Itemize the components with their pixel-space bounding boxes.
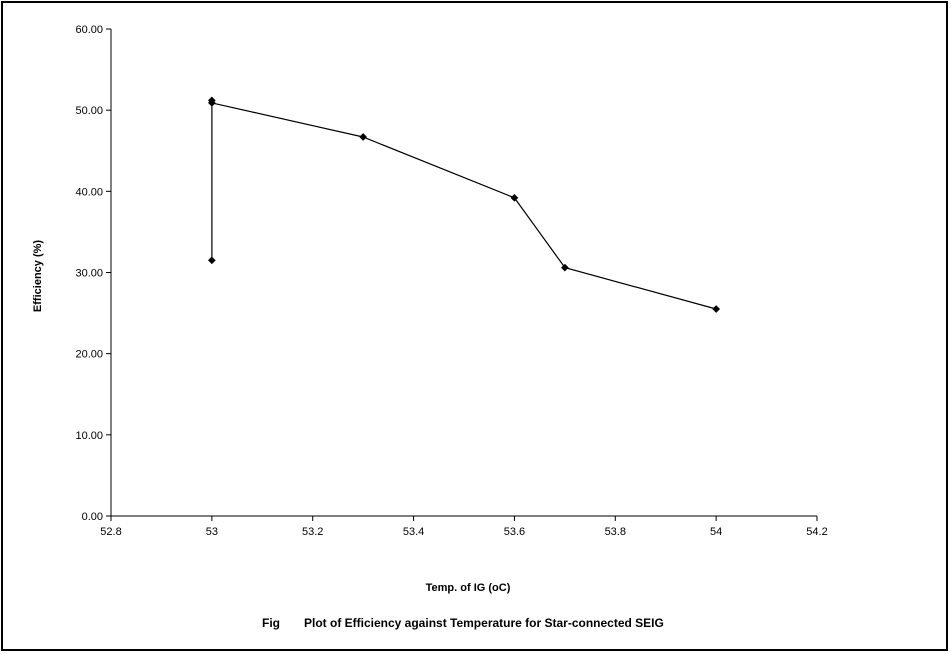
data-point (510, 193, 519, 202)
series-line (211, 100, 717, 310)
x-tick-label: 53.2 (302, 526, 323, 538)
y-tick-label: 50.00 (75, 105, 103, 117)
data-point (712, 305, 721, 313)
x-tick-label: 53.6 (504, 526, 525, 538)
y-tick-label: 60.00 (75, 24, 103, 36)
x-axis: 52.8 53 53.2 53.4 53.6 53.8 54 54.2 (100, 515, 828, 538)
y-axis-title: Efficiency (%) (32, 240, 44, 312)
y-tick-label: 40.00 (75, 186, 103, 198)
x-tick-label: 54 (710, 526, 722, 538)
data-point (207, 98, 216, 107)
y-tick-label: 30.00 (75, 268, 103, 280)
data-point (359, 132, 368, 141)
y-axis: 0.00 10.00 20.00 30.00 40.00 50.00 60.00 (75, 24, 112, 523)
data-point (560, 263, 569, 272)
y-tick-label: 10.00 (75, 430, 103, 442)
data-point (207, 256, 216, 265)
x-tick-label: 53 (206, 526, 218, 538)
x-axis-title: Temp. of IG (oC) (426, 582, 511, 594)
caption-prefix: Fig (262, 616, 280, 630)
x-tick-label: 53.8 (605, 526, 626, 538)
x-tick-label: 52.8 (100, 526, 121, 538)
y-tick-label: 0.00 (82, 511, 103, 523)
x-tick-label: 54.2 (806, 526, 827, 538)
x-tick-label: 53.4 (403, 526, 424, 538)
series-layer (207, 96, 721, 313)
y-tick-label: 20.00 (75, 349, 103, 361)
caption-text: Plot of Efficiency against Temperature f… (304, 616, 664, 630)
